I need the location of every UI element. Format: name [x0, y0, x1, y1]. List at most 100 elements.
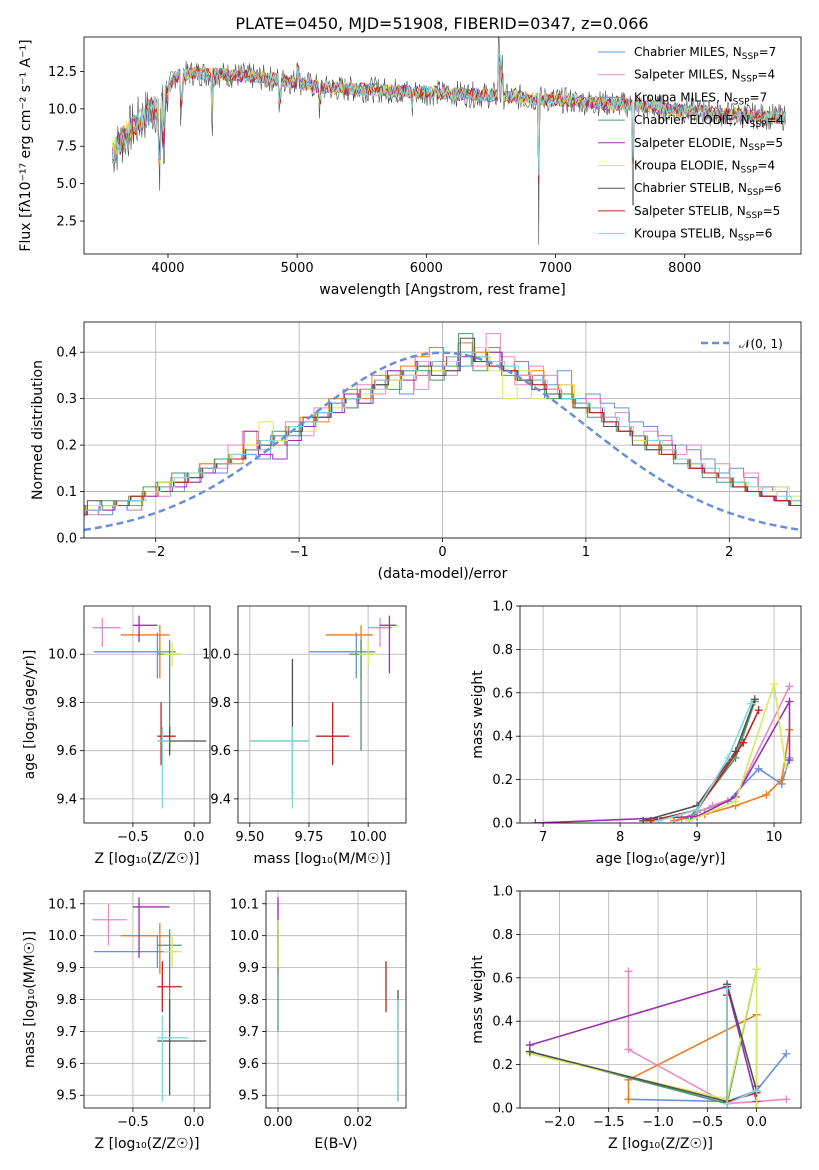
x-tick-label: 0.0: [184, 1115, 205, 1130]
weight-line-kroupa-elodie: [689, 683, 787, 822]
legend-sep: , N: [733, 113, 750, 127]
age-vs-metallicity-panel: −0.5 0.0 9.4 9.6 9.8 10.0 Z [log₁₀(Z/Z☉)] age […: [22, 605, 211, 867]
legend-subscript: SSP: [750, 120, 767, 130]
y-tick-label: 9.7: [238, 1025, 259, 1040]
weight-point-chabrier-stelib: [525, 1047, 534, 1056]
figure-title: PLATE=0450, MJD=51908, FIBERID=0347, z=0…: [235, 14, 648, 33]
legend-gaussian-label: 𝒩(0, 1): [739, 337, 783, 351]
legend-eq: =: [755, 227, 765, 241]
y-tick-label: 0.8: [492, 928, 513, 943]
gridlines: [238, 606, 406, 823]
x-tick-label: 0: [438, 545, 446, 560]
x-tick-label: 7000: [539, 261, 572, 276]
gridlines: [520, 890, 801, 1109]
mass-vs-metallicity-panel: −0.5 0.0 9.5 9.6 9.7 9.8 9.9 10.0 10.1 Z [log₁₀(Z…: [22, 890, 211, 1152]
x-axis-label: age [log₁₀(age/yr)]: [596, 851, 726, 867]
y-tick-label: 9.5: [238, 1089, 259, 1104]
weight-point-kroupa-stelib: [752, 1086, 761, 1095]
legend-label-chabrier-elodie: Chabrier ELODIE, NSSP=4: [634, 113, 784, 130]
legend-name: Salpeter ELODIE: [634, 136, 732, 150]
weight-point-kroupa-elodie: [685, 816, 694, 823]
legend-subscript: SSP: [742, 52, 759, 62]
y-tick-label: 10.0: [202, 648, 231, 663]
legend-sep: , N: [729, 204, 746, 218]
legend-value: 4: [767, 159, 775, 173]
data-area: [277, 897, 399, 1102]
weight-point-salpeter-elodie: [785, 756, 794, 765]
y-tick-label: 0.0: [56, 532, 77, 547]
x-axis-label: Z [log₁₀(Z/Z☉)]: [608, 1136, 713, 1152]
legend-eq: =: [764, 181, 774, 195]
x-axis-label: wavelength [Angstrom, rest frame]: [319, 282, 565, 298]
weight-point-kroupa-elodie: [752, 1104, 761, 1108]
x-tick-label: 10: [766, 830, 783, 845]
weight-point-chabrier-stelib: [750, 695, 759, 704]
weight-vs-metallicity-panel: −2.0 −1.5 −1.0 −0.5 0.0 0.0 0.2 0.4 0.6 0.8 1.0 Z […: [470, 885, 802, 1152]
y-tick-label: 9.9: [56, 961, 77, 976]
legend-subscript: SSP: [733, 97, 750, 107]
y-tick-label: 12.5: [48, 65, 77, 80]
y-tick-label: 0.6: [492, 971, 513, 986]
weight-point-kroupa-elodie: [752, 965, 761, 974]
x-tick-label: 9.75: [295, 830, 324, 845]
weight-point-salpeter-elodie: [785, 697, 794, 706]
y-tick-label: 0.4: [492, 1015, 513, 1030]
legend-value: 6: [765, 227, 773, 241]
legend-sep: , N: [732, 136, 749, 150]
legend-value: 4: [777, 113, 785, 127]
legend-value: 7: [760, 90, 768, 104]
axes-frame: [519, 890, 802, 1109]
legend-subscript: SSP: [741, 166, 758, 176]
weight-point-kroupa-elodie: [731, 797, 740, 806]
weight-point-chabrier-miles: [754, 764, 763, 773]
weight-point-salpeter-miles: [782, 1095, 791, 1104]
x-tick-label: 9.50: [235, 830, 264, 845]
x-axis-label: E(B-V): [314, 1136, 357, 1152]
y-tick-label: 9.5: [56, 1089, 77, 1104]
y-tick-label: 1.0: [492, 600, 513, 615]
weight-point-kroupa-miles: [624, 1095, 633, 1104]
y-tick-label: 9.6: [56, 1057, 77, 1072]
legend-value: 6: [774, 181, 782, 195]
legend-eq: =: [750, 90, 760, 104]
weight-point-kroupa-miles: [762, 790, 771, 799]
legend-sep: , N: [725, 45, 742, 59]
y-tick-label: 0.3: [56, 392, 77, 407]
legend-name: Chabrier STELIB: [634, 181, 730, 195]
gridlines: [84, 606, 210, 823]
weight-point-salpeter-miles: [785, 682, 794, 691]
y-tick-label: 9.6: [238, 1057, 259, 1072]
y-tick-label: 0.6: [492, 686, 513, 701]
x-tick-label: 4000: [151, 261, 184, 276]
legend-eq: =: [757, 159, 767, 173]
x-axis-label: Z [log₁₀(Z/Z☉)]: [95, 851, 200, 867]
weight-point-kroupa-stelib: [693, 805, 702, 814]
legend-label-kroupa-stelib: Kroupa STELIB, NSSP=6: [634, 227, 772, 244]
gaussian-reference-curve: [84, 351, 801, 532]
residuals-panel: 𝒩(0, 1) −2 −1 0 1 2 0.0 0.1 0.2 0.3 0.4 (data-model…: [30, 321, 802, 582]
weight-point-salpeter-stelib: [754, 706, 763, 715]
y-tick-label: 10.0: [48, 929, 77, 944]
y-tick-label: 10.0: [230, 929, 259, 944]
y-axis-label: mass [log₁₀(M/M☉)]: [22, 931, 38, 1068]
age-vs-mass-panel: 9.50 9.75 10.00 9.4 9.6 9.8 10.0 mass [log₁₀(M/…: [202, 605, 407, 867]
legend-label-salpeter-stelib: Salpeter STELIB, NSSP=5: [634, 204, 780, 221]
data-area: [112, 37, 786, 245]
histogram-kroupa-stelib: [84, 351, 801, 511]
y-tick-label: 9.6: [56, 744, 77, 759]
weight-line-salpeter-stelib: [650, 709, 760, 822]
axes-frame: [237, 605, 407, 824]
legend-sep: , N: [730, 181, 747, 195]
legend-sep: , N: [724, 159, 741, 173]
weight-line-chabrier-elodie: [529, 968, 758, 1105]
legend-name: Kroupa MILES: [634, 90, 716, 104]
y-tick-label: 0.0: [492, 817, 513, 832]
data-area: [531, 680, 794, 823]
x-tick-label: 2: [725, 545, 733, 560]
x-tick-label: 0.00: [264, 1115, 293, 1130]
data-area: [249, 615, 397, 809]
y-tick-label: 0.1: [56, 485, 77, 500]
axes-frame: [83, 605, 211, 824]
x-tick-label: 8: [616, 830, 624, 845]
legend-name: Salpeter MILES: [634, 68, 724, 82]
